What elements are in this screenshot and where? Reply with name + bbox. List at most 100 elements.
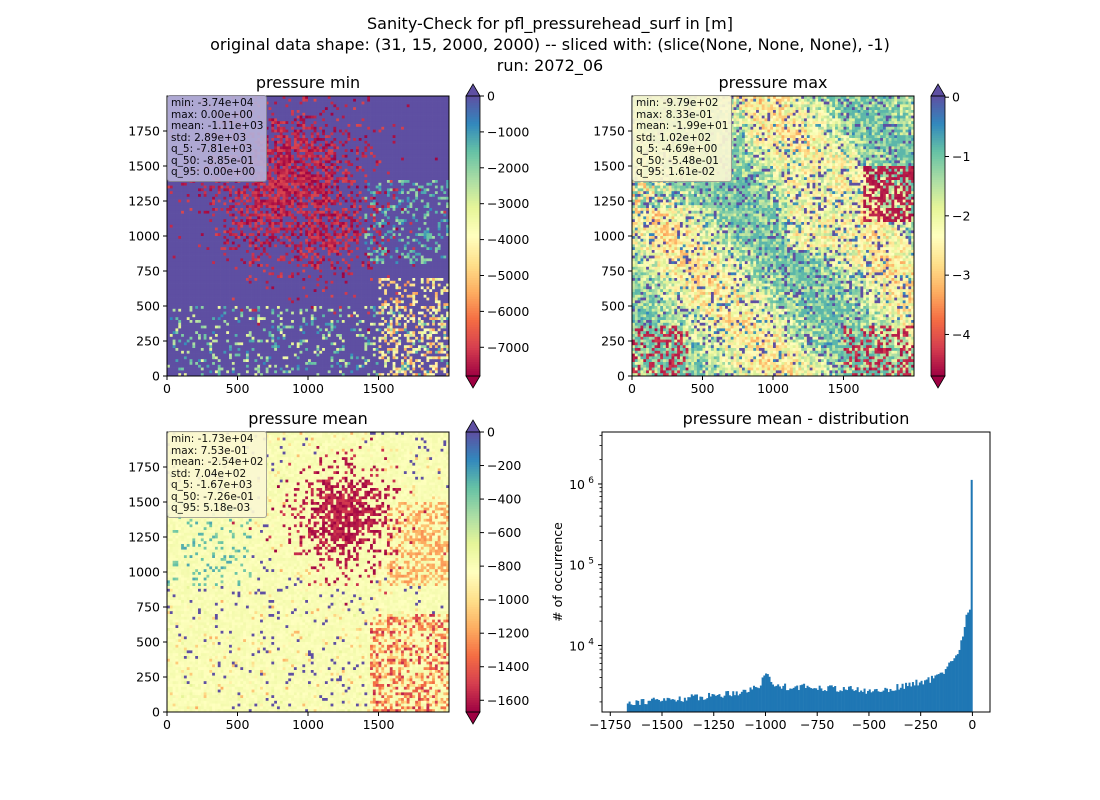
- heatmap-cell: [311, 102, 314, 105]
- heatmap-cell: [302, 116, 305, 119]
- heatmap-cell: [181, 214, 184, 217]
- heatmap-cell: [381, 233, 384, 236]
- heatmap-cell: [345, 225, 348, 228]
- heatmap-cell: [345, 118, 348, 121]
- heatmap-cell: [300, 152, 303, 155]
- heatmap-cell: [280, 186, 283, 189]
- heatmap-cell: [173, 183, 176, 186]
- heatmap-cell: [441, 214, 444, 217]
- heatmap-cell: [305, 225, 308, 228]
- heatmap-cell: [277, 113, 280, 116]
- heatmap-cell: [187, 219, 190, 222]
- heatmap-cell: [373, 138, 376, 141]
- heatmap-cell: [367, 141, 370, 144]
- heatmap-cell: [367, 132, 370, 135]
- heatmap-cell: [350, 233, 353, 236]
- heatmap-cell: [401, 163, 404, 166]
- heatmap-cell: [336, 180, 339, 183]
- heatmap-cell: [410, 219, 413, 222]
- heatmap-cell: [395, 110, 398, 113]
- heatmap-cell: [283, 183, 286, 186]
- heatmap-cell: [280, 183, 283, 186]
- heatmap-cell: [173, 208, 176, 211]
- heatmap-cell: [353, 166, 356, 169]
- heatmap-cell: [302, 202, 305, 205]
- heatmap-cell: [426, 135, 429, 138]
- heatmap-cell: [353, 121, 356, 124]
- heatmap-cell: [249, 191, 252, 194]
- heatmap-cell: [294, 110, 297, 113]
- heatmap-cell: [175, 228, 178, 231]
- heatmap-cell: [393, 118, 396, 121]
- heatmap-cell: [345, 183, 348, 186]
- heatmap-cell: [283, 130, 286, 133]
- heatmap-cell: [274, 230, 277, 233]
- heatmap-cell: [339, 233, 342, 236]
- heatmap-cell: [390, 177, 393, 180]
- heatmap-cell: [269, 208, 272, 211]
- heatmap-cell: [291, 219, 294, 222]
- heatmap-cell: [238, 228, 241, 231]
- heatmap-cell: [285, 225, 288, 228]
- heatmap-cell: [387, 155, 390, 158]
- heatmap-cell: [429, 110, 432, 113]
- heatmap-cell: [178, 191, 181, 194]
- heatmap-cell: [393, 219, 396, 222]
- heatmap-cell: [441, 222, 444, 225]
- heatmap-cell: [415, 132, 418, 135]
- heatmap-cell: [376, 191, 379, 194]
- heatmap-cell: [294, 214, 297, 217]
- heatmap-cell: [277, 188, 280, 191]
- heatmap-cell: [297, 180, 300, 183]
- heatmap-cell: [277, 172, 280, 175]
- heatmap-cell: [204, 214, 207, 217]
- heatmap-cell: [274, 163, 277, 166]
- heatmap-cell: [364, 233, 367, 236]
- heatmap-cell: [367, 219, 370, 222]
- heatmap-cell: [305, 144, 308, 147]
- heatmap-cell: [302, 174, 305, 177]
- heatmap-cell: [294, 99, 297, 102]
- heatmap-cell: [285, 121, 288, 124]
- heatmap-cell: [367, 177, 370, 180]
- heatmap-cell: [257, 194, 260, 197]
- heatmap-cell: [302, 99, 305, 102]
- heatmap-cell: [285, 116, 288, 119]
- heatmap-cell: [305, 141, 308, 144]
- heatmap-cell: [404, 121, 407, 124]
- heatmap-cell: [285, 214, 288, 217]
- heatmap-cell: [274, 146, 277, 149]
- heatmap-cell: [285, 197, 288, 200]
- heatmap-cell: [297, 208, 300, 211]
- heatmap-cell: [376, 225, 379, 228]
- heatmap-cell: [347, 233, 350, 236]
- heatmap-cell: [339, 174, 342, 177]
- heatmap-cell: [373, 219, 376, 222]
- heatmap-cell: [260, 219, 263, 222]
- heatmap-cell: [342, 208, 345, 211]
- heatmap-cell: [198, 205, 201, 208]
- heatmap-cell: [347, 219, 350, 222]
- heatmap-cell: [271, 230, 274, 233]
- heatmap-cell: [393, 163, 396, 166]
- heatmap-cell: [291, 183, 294, 186]
- heatmap-cell: [415, 208, 418, 211]
- heatmap-cell: [410, 118, 413, 121]
- heatmap-cell: [316, 107, 319, 110]
- heatmap-cell: [438, 222, 441, 225]
- heatmap-cell: [285, 211, 288, 214]
- heatmap-cell: [362, 166, 365, 169]
- heatmap-cell: [418, 166, 421, 169]
- heatmap-cell: [415, 225, 418, 228]
- heatmap-cell: [283, 116, 286, 119]
- heatmap-cell: [345, 180, 348, 183]
- heatmap-cell: [325, 166, 328, 169]
- heatmap-cell: [232, 194, 235, 197]
- heatmap-cell: [407, 99, 410, 102]
- heatmap-cell: [232, 216, 235, 219]
- heatmap-cell: [364, 222, 367, 225]
- heatmap-cell: [367, 110, 370, 113]
- heatmap-cell: [415, 127, 418, 130]
- heatmap-cell: [401, 230, 404, 233]
- heatmap-cell: [291, 180, 294, 183]
